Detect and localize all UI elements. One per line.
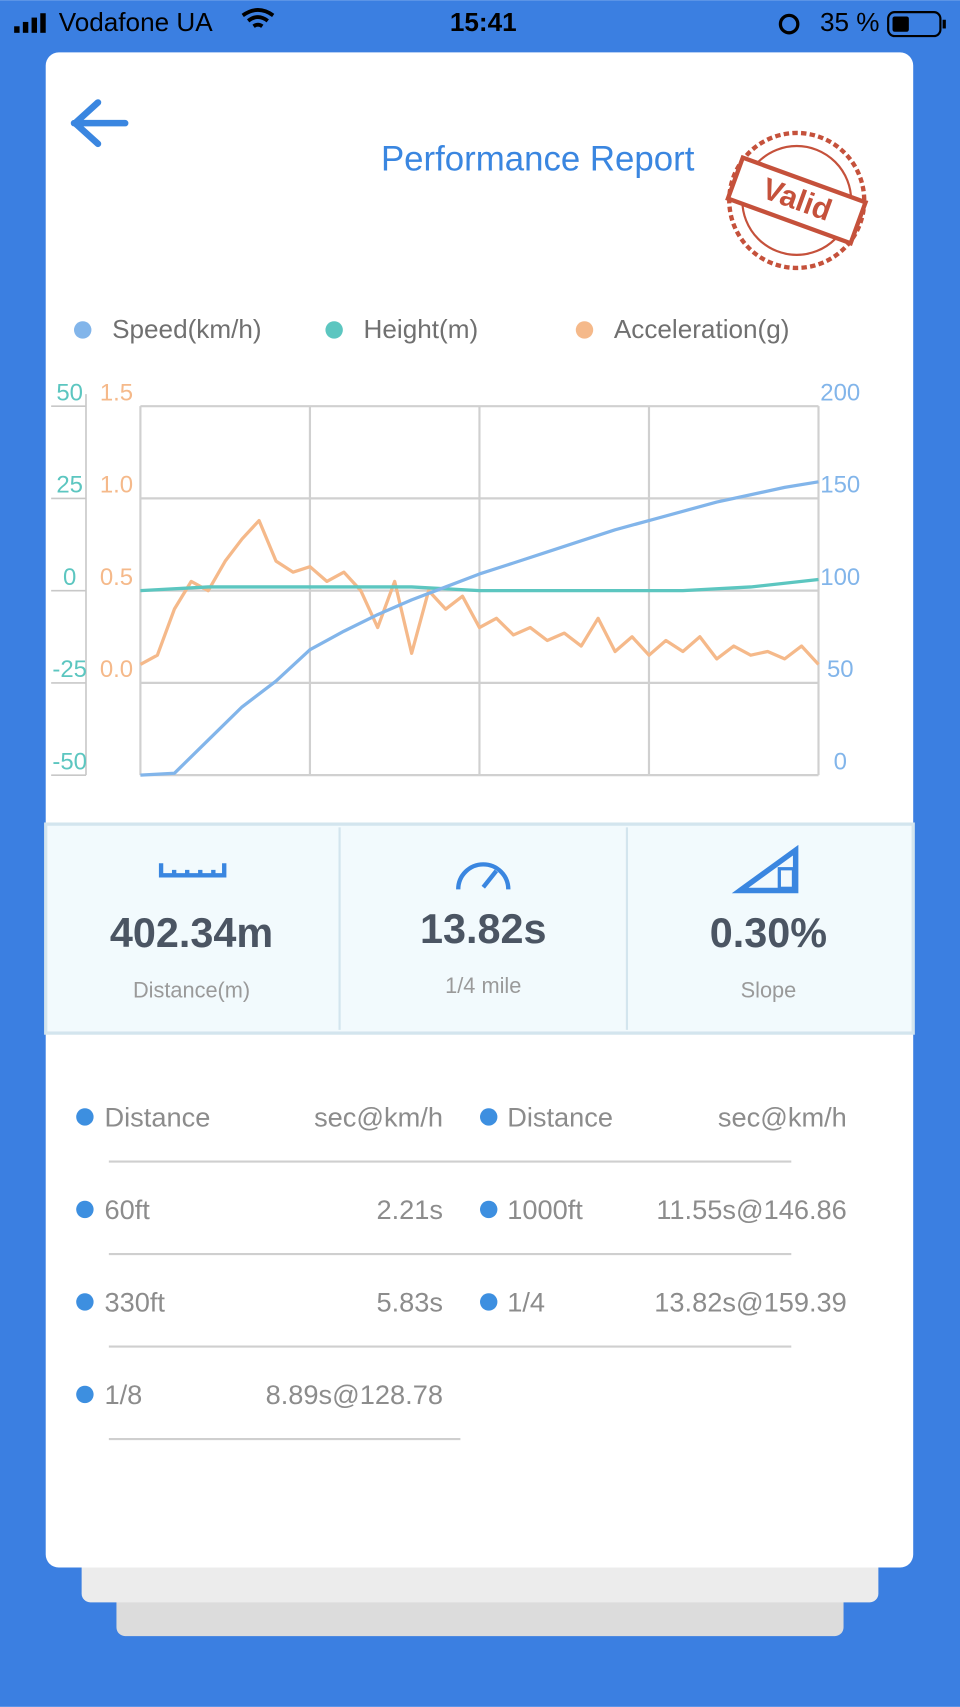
series-line (140, 577, 819, 593)
slope-icon (731, 844, 799, 894)
cell-value: sec@km/h (718, 1101, 847, 1132)
y-tick-label: 50 (56, 380, 83, 407)
stats-panel (44, 822, 915, 1035)
cell-label: Distance (104, 1101, 210, 1132)
bullet (480, 1108, 498, 1126)
legend-marker (575, 321, 594, 339)
back-button[interactable] (70, 99, 129, 148)
bullet (76, 1200, 94, 1219)
cell-value: 5.83s (376, 1286, 443, 1317)
y2-tick-label: 200 (820, 380, 860, 407)
y-tick-label: -25 (52, 656, 87, 683)
cell-value: sec@km/h (314, 1101, 443, 1132)
series-line (139, 518, 820, 666)
y-tick-label: 0 (63, 564, 76, 591)
legend-marker (325, 321, 343, 339)
legend-label: Speed(km/h) (112, 314, 261, 344)
battery-percent: 35 % (820, 7, 880, 37)
card (45, 52, 914, 1568)
cell-value: 11.55s@146.86 (656, 1194, 846, 1225)
y2-tick-label: 50 (827, 656, 854, 683)
y2-tick-label: 0 (834, 748, 847, 775)
legend-label: Acceleration(g) (614, 314, 790, 344)
y2-tick-label: 150 (820, 472, 860, 499)
cell-value: 8.89s@128.78 (266, 1379, 443, 1410)
stat-label: Distance(m) (133, 977, 250, 1002)
y-tick-label: -50 (52, 748, 87, 775)
speedometer-icon (456, 862, 511, 890)
stat-label: 1/4 mile (445, 973, 521, 998)
wifi-icon (241, 8, 275, 28)
y3-tick-label: 0.0 (100, 656, 133, 683)
title: Performance Report (381, 139, 695, 178)
legend-marker (74, 321, 92, 339)
cell-label: 1/4 (507, 1286, 545, 1317)
y3-tick-label: 1.5 (100, 380, 133, 407)
cell-label: 1/8 (104, 1379, 142, 1410)
bullet (76, 1385, 94, 1404)
series-line (140, 480, 819, 777)
bullet (76, 1108, 94, 1126)
cell-value: 2.21s (376, 1194, 443, 1225)
signal-icon (14, 13, 46, 33)
y3-tick-label: 0.5 (100, 564, 133, 591)
y-tick-label: 25 (56, 472, 83, 499)
battery-icon (887, 11, 946, 38)
cell-label: 330ft (104, 1286, 165, 1317)
legend-label: Height(m) (364, 314, 479, 344)
y2-tick-label: 100 (820, 564, 860, 591)
bullet (76, 1293, 94, 1311)
y3-tick-label: 1.0 (100, 472, 133, 499)
ruler-icon (158, 863, 227, 878)
bullet (480, 1293, 498, 1311)
alarm-icon (778, 13, 800, 35)
stat-value: 0.30% (710, 910, 827, 956)
stat-label: Slope (741, 977, 797, 1002)
cell-label: Distance (507, 1101, 613, 1132)
stat-value: 13.82s (420, 906, 547, 952)
bullet (480, 1200, 498, 1219)
clock: 15:41 (450, 7, 517, 37)
split-table: Distance sec@km/h 60ft 2.21s 330ft 5.83s 1/8 8.… (76, 1101, 847, 1441)
chart: Speed(km/h) Height(m) Acceleration(g) -50 -2… (51, 314, 860, 777)
stat-value: 402.34m (110, 910, 273, 956)
carrier: Vodafone UA (59, 7, 213, 37)
cell-label: 1000ft (507, 1194, 583, 1225)
cell-label: 60ft (104, 1194, 150, 1225)
cell-value: 13.82s@159.39 (654, 1286, 847, 1317)
